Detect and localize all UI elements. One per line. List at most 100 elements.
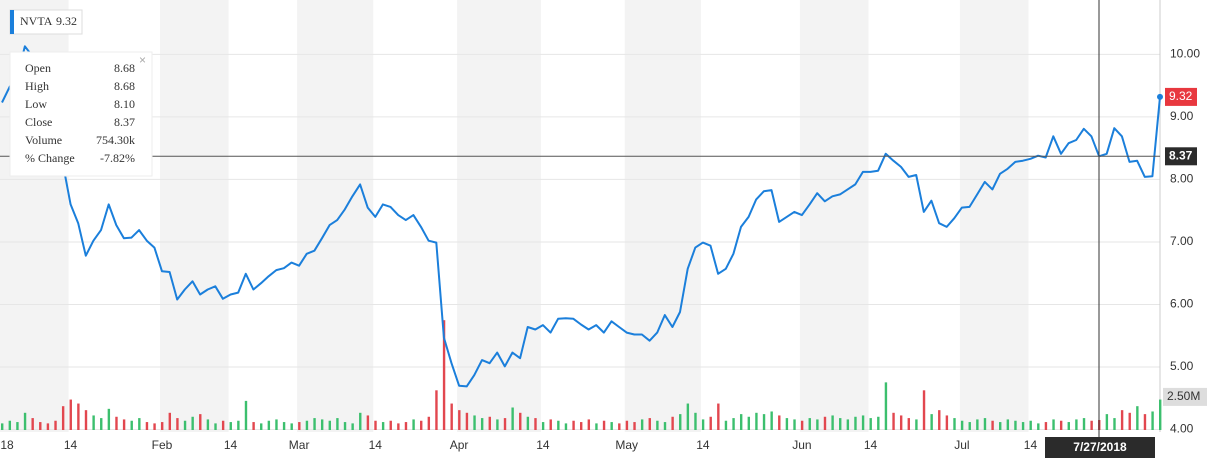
- tooltip: [9, 51, 153, 177]
- volume-bar: [564, 423, 568, 430]
- volume-bar: [366, 415, 370, 430]
- volume-bar: [298, 422, 301, 430]
- volume-bar: [778, 415, 781, 430]
- volume-bar: [724, 420, 728, 430]
- y-tick-label: 6.00: [1170, 297, 1194, 311]
- volume-bar: [717, 403, 720, 430]
- volume-bar: [252, 422, 255, 430]
- volume-bar: [930, 414, 933, 430]
- header-marker: [10, 10, 14, 34]
- volume-bar: [694, 412, 697, 430]
- volume-bar: [572, 420, 575, 430]
- volume-bar: [46, 423, 50, 430]
- volume-bar: [397, 423, 400, 430]
- x-tick-label: May: [615, 438, 638, 452]
- tooltip-value: 8.68: [114, 61, 135, 75]
- x-tick-label: 14: [696, 438, 710, 452]
- volume-bar: [854, 416, 857, 430]
- volume-bar: [412, 419, 415, 430]
- volume-bar: [313, 418, 316, 430]
- volume-bar: [671, 416, 674, 430]
- volume-bar: [320, 419, 324, 430]
- crosshair-value: 8.37: [1169, 148, 1193, 162]
- month-band: [624, 0, 701, 432]
- y-tick-label: 9.00: [1170, 109, 1194, 123]
- volume-bar: [92, 415, 95, 430]
- volume-bar: [541, 422, 545, 430]
- volume-bar: [336, 418, 339, 430]
- volume-bar: [488, 416, 491, 430]
- month-band: [457, 0, 541, 432]
- volume-bar: [77, 403, 80, 430]
- volume-bar: [473, 415, 476, 430]
- volume-bar: [260, 423, 263, 430]
- header-price: 9.32: [56, 14, 77, 28]
- volume-bar: [846, 419, 850, 430]
- volume-bar: [831, 415, 834, 430]
- month-band: [159, 0, 229, 432]
- volume-bar: [663, 422, 667, 430]
- volume-bar: [839, 418, 842, 430]
- volume-bar: [427, 416, 431, 430]
- volume-bar: [793, 419, 796, 430]
- tooltip-value: -7.82%: [100, 151, 135, 165]
- symbol: NVTA: [20, 14, 53, 28]
- volume-bar: [191, 416, 194, 430]
- volume-bar: [800, 420, 804, 430]
- volume-bar: [275, 419, 278, 430]
- x-tick-label: Feb: [152, 438, 173, 452]
- tooltip-close[interactable]: ×: [139, 53, 146, 67]
- volume-bar: [153, 423, 156, 430]
- volume-bar: [709, 416, 712, 430]
- volume-tick-label: 2.50M: [1167, 389, 1200, 403]
- tooltip-value: 8.37: [114, 115, 135, 129]
- volume-bar: [587, 419, 591, 430]
- tooltip-label: % Change: [25, 151, 75, 165]
- volume-bar: [39, 422, 42, 430]
- x-tick-label: 14: [64, 438, 78, 452]
- volume-bar: [899, 415, 903, 430]
- volume-bar: [1082, 418, 1086, 430]
- volume-bar: [328, 420, 331, 430]
- volume-bar: [359, 412, 362, 430]
- volume-bar: [237, 420, 240, 430]
- volume-bar: [739, 414, 743, 430]
- volume-bar: [1113, 418, 1116, 430]
- last-price-box: [1165, 87, 1197, 106]
- volume-bar: [785, 418, 789, 430]
- volume-bar: [816, 419, 819, 430]
- volume-bar: [808, 418, 811, 430]
- volume-bar: [168, 412, 172, 430]
- crosshair-date: 7/27/2018: [1073, 440, 1127, 454]
- volume-bar: [1006, 419, 1010, 430]
- volume-bar: [1037, 423, 1040, 430]
- y-tick-label: 8.00: [1170, 172, 1194, 186]
- volume-bar: [480, 418, 484, 430]
- volume-bar: [1105, 414, 1109, 430]
- volume-bar: [1059, 420, 1063, 430]
- volume-bar: [877, 416, 880, 430]
- volume-bar: [1014, 420, 1017, 430]
- volume-bar: [176, 418, 179, 430]
- tooltip-label: Close: [25, 115, 52, 129]
- volume-bar: [602, 420, 606, 430]
- volume-bar: [496, 419, 499, 430]
- x-tick-label: 14: [1024, 438, 1038, 452]
- volume-bar: [884, 382, 888, 430]
- header-box: [9, 9, 83, 35]
- x-tick-label: Jul: [954, 438, 969, 452]
- volume-bar: [686, 403, 690, 430]
- volume-bar: [122, 419, 126, 430]
- volume-bar: [549, 419, 552, 430]
- volume-bar: [145, 422, 149, 430]
- volume-bar: [1143, 414, 1147, 430]
- volume-bar: [343, 422, 347, 430]
- volume-bar: [16, 422, 19, 430]
- volume-bar: [915, 419, 918, 430]
- volume-bar: [229, 422, 232, 430]
- volume-bar: [679, 414, 682, 430]
- volume-bar: [595, 423, 598, 430]
- volume-bar: [648, 418, 651, 430]
- x-tick-label: Jun: [792, 438, 811, 452]
